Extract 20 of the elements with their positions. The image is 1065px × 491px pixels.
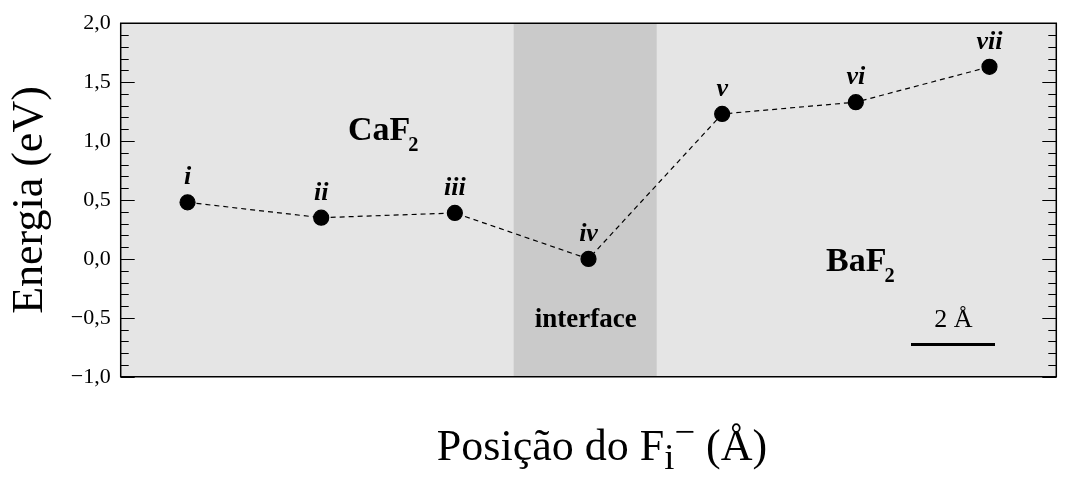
annotation: interface <box>534 303 637 334</box>
y-tick-label: 2,0 <box>83 8 111 34</box>
x-axis-title: Posição do F$_{i}$$^{−}$ (Å) <box>435 410 769 479</box>
data-label: iii <box>444 171 467 201</box>
annotation: CaF₂ <box>347 109 419 151</box>
data-label: vi <box>846 61 866 91</box>
annotation: BaF₂ <box>826 240 895 282</box>
data-label: vii <box>976 25 1004 55</box>
y-tick-label: 0,0 <box>83 244 111 270</box>
y-tick-label: −1,0 <box>70 362 111 388</box>
y-tick-label: −0,5 <box>70 303 111 329</box>
y-tick-label: 0,5 <box>83 185 111 211</box>
annotation: 2 Å <box>934 304 973 334</box>
y-tick-label: 1,0 <box>83 126 111 152</box>
y-axis-title: Energia (eV) <box>2 86 52 314</box>
y-tick-label: 1,5 <box>83 67 111 93</box>
data-label: iv <box>579 217 599 247</box>
data-label: v <box>716 72 729 102</box>
data-label: ii <box>313 176 330 206</box>
data-label: i <box>183 161 192 191</box>
